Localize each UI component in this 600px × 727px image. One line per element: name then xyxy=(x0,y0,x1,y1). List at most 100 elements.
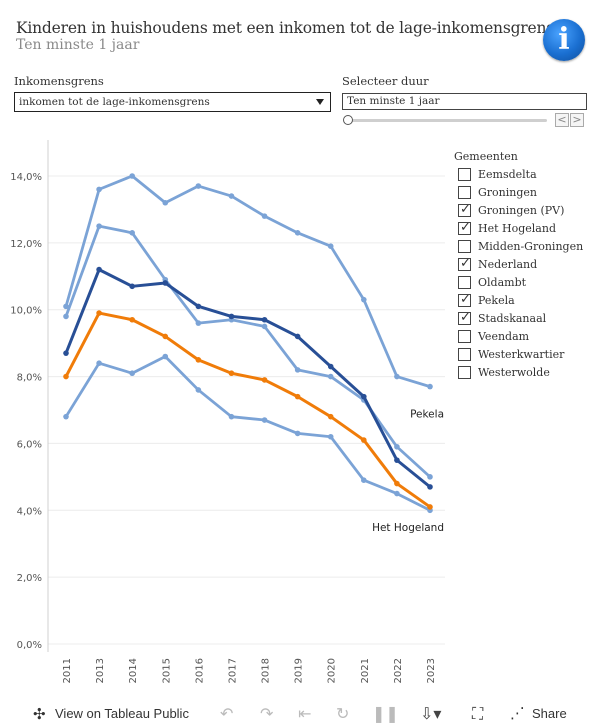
data-point xyxy=(63,313,69,320)
data-point xyxy=(261,377,268,383)
data-point xyxy=(327,373,334,380)
data-point xyxy=(394,443,400,450)
data-point xyxy=(129,316,135,323)
chevron-down-icon xyxy=(316,99,324,105)
data-point xyxy=(228,370,235,377)
duration-slider-track[interactable] xyxy=(348,119,547,122)
legend-title: Gemeenten xyxy=(454,150,518,163)
series-line xyxy=(64,224,432,479)
checkbox-checked-icon[interactable] xyxy=(458,256,471,271)
checkbox-checked-icon[interactable] xyxy=(458,310,471,325)
data-point xyxy=(394,457,400,463)
x-tick-label: 2018 xyxy=(261,658,272,683)
redo-icon[interactable]: ↷ xyxy=(260,704,274,723)
data-point xyxy=(394,480,400,487)
checkbox-icon[interactable] xyxy=(458,186,471,199)
checkbox-icon[interactable] xyxy=(458,366,471,379)
data-point xyxy=(427,484,433,490)
x-tick-label: 2023 xyxy=(426,658,437,683)
data-point xyxy=(294,367,301,373)
x-tick-label: 2014 xyxy=(128,658,139,683)
data-point xyxy=(327,413,334,420)
data-point xyxy=(361,296,367,303)
data-point xyxy=(427,474,433,480)
page-title: Kinderen in huishoudens met een inkomen … xyxy=(16,19,555,37)
chart-grid xyxy=(48,175,445,645)
y-tick-label: 12,0% xyxy=(10,239,42,250)
data-point xyxy=(129,173,135,179)
x-tick-label: 2021 xyxy=(360,658,371,683)
legend-item-label: Nederland xyxy=(478,258,538,271)
legend-item-label: Stadskanaal xyxy=(478,312,547,325)
refresh-icon[interactable]: ↻ xyxy=(336,704,350,723)
y-tick-label: 10,0% xyxy=(10,306,42,317)
revert-icon[interactable]: ⇤ xyxy=(298,704,312,723)
checkbox-checked-icon[interactable] xyxy=(458,292,471,307)
data-point xyxy=(361,477,367,484)
data-point xyxy=(63,303,69,310)
chart-series xyxy=(63,173,433,514)
share-icon: ⋰ xyxy=(510,704,525,722)
data-point xyxy=(228,193,235,199)
checkbox-checked-icon[interactable] xyxy=(458,220,471,235)
data-point xyxy=(195,183,202,189)
series-line xyxy=(64,174,432,389)
y-axis: 0,0% 2,0% 4,0% 6,0% 8,0% 10,0% 12,0% 14,0% xyxy=(10,172,42,651)
data-point xyxy=(294,393,301,400)
data-point xyxy=(427,383,433,390)
series-line xyxy=(64,268,432,489)
duration-next-button[interactable]: > xyxy=(570,113,584,127)
data-point xyxy=(96,310,102,316)
data-point xyxy=(96,186,102,193)
legend-item-label: Westerwolde xyxy=(478,366,550,379)
download-icon[interactable]: ⇩▾ xyxy=(420,704,442,723)
duration-slider-handle[interactable] xyxy=(343,115,353,125)
legend-item-label: Pekela xyxy=(478,294,515,307)
x-tick-label: 2015 xyxy=(161,658,172,683)
x-tick-label: 2022 xyxy=(393,658,404,683)
data-point xyxy=(294,333,301,340)
pause-icon[interactable]: ❚❚ xyxy=(372,704,399,723)
data-point xyxy=(63,350,69,356)
legend-item-label: Het Hogeland xyxy=(478,222,556,235)
undo-icon[interactable]: ↶ xyxy=(220,704,234,723)
data-point xyxy=(129,370,135,377)
data-point xyxy=(361,393,367,400)
series-annotation: Het Hogeland xyxy=(372,522,444,534)
data-point xyxy=(63,373,69,380)
checkbox-icon[interactable] xyxy=(458,348,471,361)
info-button[interactable]: i xyxy=(543,19,585,61)
data-point xyxy=(228,313,235,320)
data-point xyxy=(261,316,268,323)
checkbox-checked-icon[interactable] xyxy=(458,202,471,217)
legend-item-label: Groningen (PV) xyxy=(478,204,565,217)
data-point xyxy=(394,490,400,497)
data-point xyxy=(96,223,102,229)
income-filter-label: Inkomensgrens xyxy=(14,74,104,88)
footer-toolbar: ✣ View on Tableau Public ↶ ↷ ⇤ ↻ ❚❚ ⇩▾ ⛶… xyxy=(0,700,600,727)
income-select[interactable]: inkomen tot de lage-inkomensgrens xyxy=(14,92,331,112)
series-line xyxy=(64,355,432,512)
x-tick-label: 2011 xyxy=(62,658,73,683)
series-annotation: Pekela xyxy=(410,408,444,420)
checkbox-icon[interactable] xyxy=(458,330,471,343)
data-point xyxy=(261,323,268,330)
fullscreen-icon[interactable]: ⛶ xyxy=(472,704,484,723)
info-icon: i xyxy=(558,22,570,57)
data-point xyxy=(195,387,202,393)
data-point xyxy=(162,333,169,340)
legend-item-label: Groningen xyxy=(478,186,537,199)
duration-prev-button[interactable]: < xyxy=(555,113,569,127)
checkbox-icon[interactable] xyxy=(458,276,471,289)
series-het-hogeland xyxy=(63,266,433,490)
legend-item-label: Westerkwartier xyxy=(478,348,565,361)
checkbox-icon[interactable] xyxy=(458,168,471,181)
data-point xyxy=(427,504,433,510)
series-line xyxy=(64,311,432,509)
data-point xyxy=(261,213,268,219)
data-point xyxy=(261,417,268,423)
legend-item-label: Midden-Groningen xyxy=(478,240,584,253)
series-stadskanaal xyxy=(63,353,433,514)
checkbox-icon[interactable] xyxy=(458,240,471,253)
